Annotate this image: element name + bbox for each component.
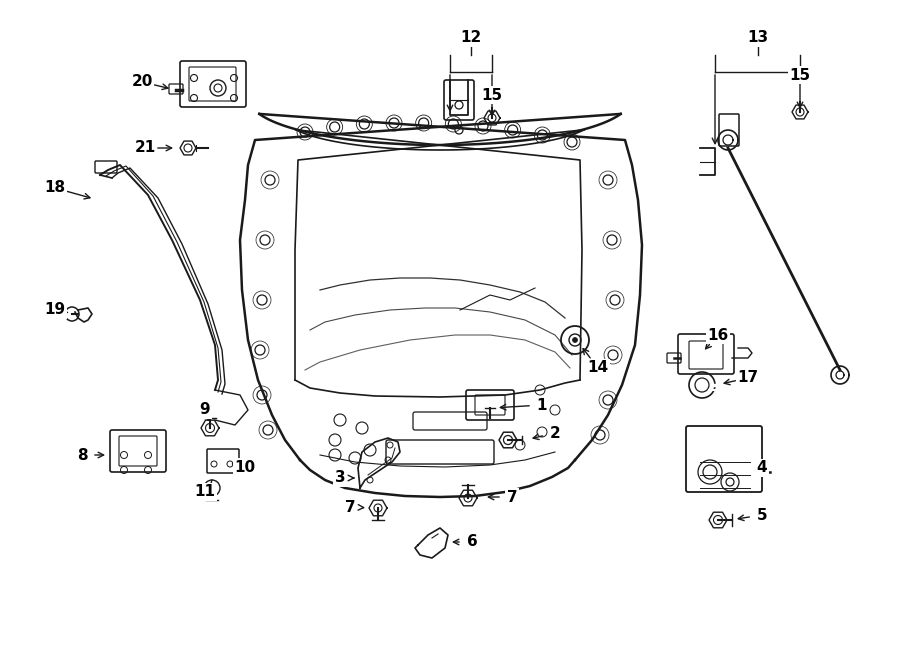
Text: 18: 18 xyxy=(44,181,66,195)
Text: 7: 7 xyxy=(345,500,356,514)
Text: 6: 6 xyxy=(466,534,477,549)
Text: 12: 12 xyxy=(461,30,482,46)
Circle shape xyxy=(572,338,578,342)
Text: 4: 4 xyxy=(757,461,768,475)
Text: 11: 11 xyxy=(194,485,215,500)
Text: 9: 9 xyxy=(200,402,211,418)
Text: 10: 10 xyxy=(234,459,256,475)
Text: 13: 13 xyxy=(747,30,769,46)
Text: 14: 14 xyxy=(588,361,608,375)
Text: 21: 21 xyxy=(134,140,156,156)
Text: 15: 15 xyxy=(789,68,811,83)
Text: 2: 2 xyxy=(550,426,561,440)
Text: 15: 15 xyxy=(482,87,502,103)
Text: 3: 3 xyxy=(335,471,346,485)
Text: 20: 20 xyxy=(131,75,153,89)
Text: 1: 1 xyxy=(536,397,547,412)
Text: 7: 7 xyxy=(507,489,517,504)
Text: 5: 5 xyxy=(757,508,768,522)
Text: 17: 17 xyxy=(737,371,759,385)
Text: 19: 19 xyxy=(44,303,66,318)
Text: 8: 8 xyxy=(76,448,87,463)
Text: 16: 16 xyxy=(707,328,729,342)
